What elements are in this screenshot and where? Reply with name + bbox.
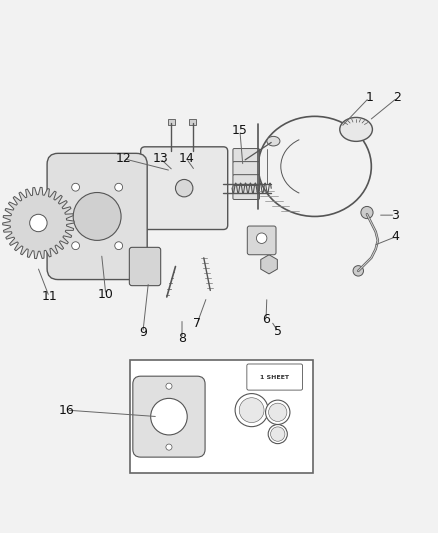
FancyBboxPatch shape xyxy=(133,376,205,457)
FancyBboxPatch shape xyxy=(129,247,161,286)
Ellipse shape xyxy=(340,117,372,141)
Bar xyxy=(189,118,196,125)
Text: 12: 12 xyxy=(115,152,131,165)
Circle shape xyxy=(271,427,285,441)
Circle shape xyxy=(72,242,80,249)
FancyBboxPatch shape xyxy=(47,154,147,279)
Circle shape xyxy=(268,403,287,422)
Circle shape xyxy=(166,444,172,450)
Text: 10: 10 xyxy=(98,288,114,301)
Text: 4: 4 xyxy=(391,230,399,244)
Circle shape xyxy=(256,233,267,244)
FancyBboxPatch shape xyxy=(141,147,228,230)
Text: 14: 14 xyxy=(178,152,194,165)
Text: 6: 6 xyxy=(262,313,270,326)
FancyBboxPatch shape xyxy=(247,364,303,390)
Text: 13: 13 xyxy=(152,152,168,165)
Text: 1 SHEET: 1 SHEET xyxy=(260,375,289,379)
Ellipse shape xyxy=(267,136,280,146)
Circle shape xyxy=(235,393,268,426)
Circle shape xyxy=(151,398,187,435)
FancyBboxPatch shape xyxy=(233,175,259,189)
Text: 5: 5 xyxy=(274,325,282,338)
Circle shape xyxy=(72,183,80,191)
Polygon shape xyxy=(3,187,74,259)
Text: 11: 11 xyxy=(41,290,57,303)
Circle shape xyxy=(73,192,121,240)
Circle shape xyxy=(115,183,123,191)
Text: 3: 3 xyxy=(391,208,399,222)
Text: 7: 7 xyxy=(193,317,201,329)
Text: 15: 15 xyxy=(232,124,248,137)
Circle shape xyxy=(361,206,373,219)
Circle shape xyxy=(268,424,287,443)
Text: 9: 9 xyxy=(139,326,147,339)
Circle shape xyxy=(115,242,123,249)
FancyBboxPatch shape xyxy=(247,226,276,255)
Text: 2: 2 xyxy=(393,91,401,104)
FancyBboxPatch shape xyxy=(233,161,259,175)
FancyBboxPatch shape xyxy=(233,149,259,163)
Text: 16: 16 xyxy=(59,403,74,417)
Bar xyxy=(130,360,313,473)
Circle shape xyxy=(176,180,193,197)
FancyBboxPatch shape xyxy=(233,185,259,199)
Circle shape xyxy=(239,398,264,423)
Circle shape xyxy=(353,265,364,276)
Circle shape xyxy=(265,400,290,424)
Circle shape xyxy=(166,383,172,389)
Text: 1: 1 xyxy=(365,91,373,104)
Circle shape xyxy=(30,214,47,232)
Bar xyxy=(168,118,175,125)
Text: 8: 8 xyxy=(178,332,186,345)
